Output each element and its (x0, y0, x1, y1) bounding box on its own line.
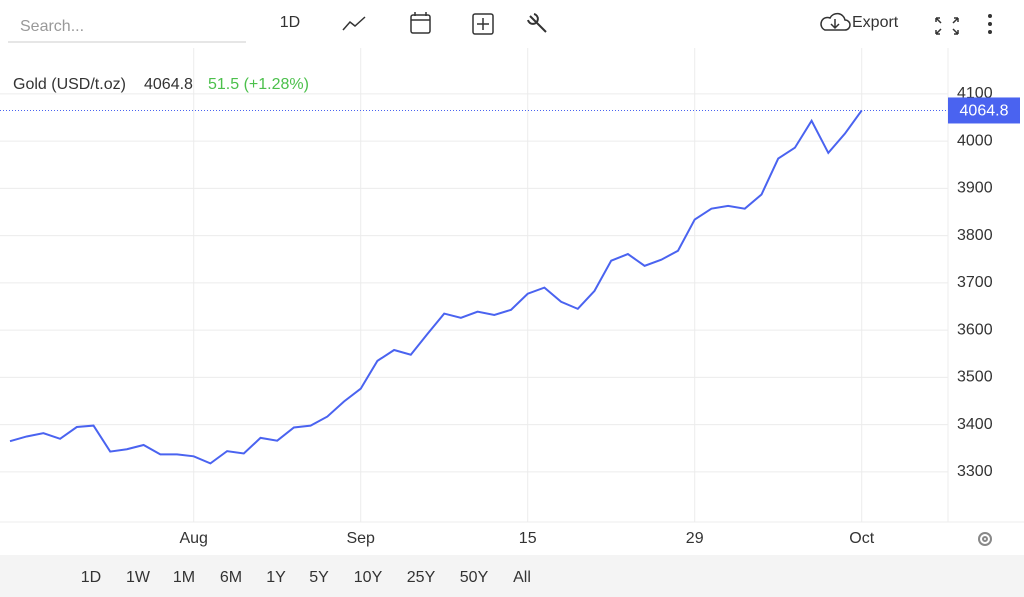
search-input[interactable]: Search... (20, 18, 84, 35)
calendar-icon[interactable] (410, 12, 431, 34)
add-indicator-icon[interactable] (472, 13, 494, 35)
range-button[interactable]: 6M (220, 569, 242, 586)
range-button[interactable]: All (513, 569, 531, 586)
range-button[interactable]: 50Y (460, 569, 489, 586)
last-price-label: 4064.8 (960, 103, 1009, 120)
export-button[interactable]: Export (852, 14, 899, 31)
range-button[interactable]: 1Y (266, 569, 286, 586)
y-tick-label: 3900 (957, 180, 993, 197)
legend-change: 51.5 (+1.28%) (208, 76, 309, 93)
y-tick-label: 3300 (957, 463, 993, 480)
chart-type-icon[interactable] (342, 16, 366, 31)
y-tick-label: 3500 (957, 369, 993, 386)
x-tick-label: 15 (519, 530, 537, 547)
price-line (9, 109, 863, 465)
legend: Gold (USD/t.oz) 4064.8 51.5 (+1.28%) (13, 76, 309, 93)
y-tick-label: 3600 (957, 321, 993, 338)
range-button[interactable]: 1W (126, 569, 151, 586)
menu-icon[interactable] (988, 14, 992, 34)
y-tick-label: 3700 (957, 274, 993, 291)
range-button[interactable]: 10Y (354, 569, 383, 586)
range-button[interactable]: 5Y (309, 569, 329, 586)
legend-price: 4064.8 (144, 76, 193, 93)
settings-wrench-icon[interactable] (527, 13, 547, 33)
y-tick-label: 3800 (957, 227, 993, 244)
range-button[interactable]: 1M (173, 569, 195, 586)
x-tick-label: Aug (179, 530, 207, 547)
x-tick-label: Sep (346, 530, 375, 547)
last-price-tag (948, 97, 1020, 124)
interval-button[interactable]: 1D (280, 14, 300, 31)
y-tick-label: 3400 (957, 416, 993, 433)
gear-icon[interactable] (978, 532, 992, 546)
fullscreen-icon[interactable] (935, 17, 959, 35)
legend-series-name: Gold (USD/t.oz) (13, 76, 126, 93)
y-tick-label: 4000 (957, 132, 993, 149)
range-button[interactable]: 25Y (407, 569, 436, 586)
x-tick-label: Oct (849, 530, 874, 547)
export-icon[interactable] (820, 12, 851, 31)
range-button[interactable]: 1D (81, 569, 101, 586)
x-tick-label: 29 (686, 530, 704, 547)
range-bar (0, 555, 1024, 597)
